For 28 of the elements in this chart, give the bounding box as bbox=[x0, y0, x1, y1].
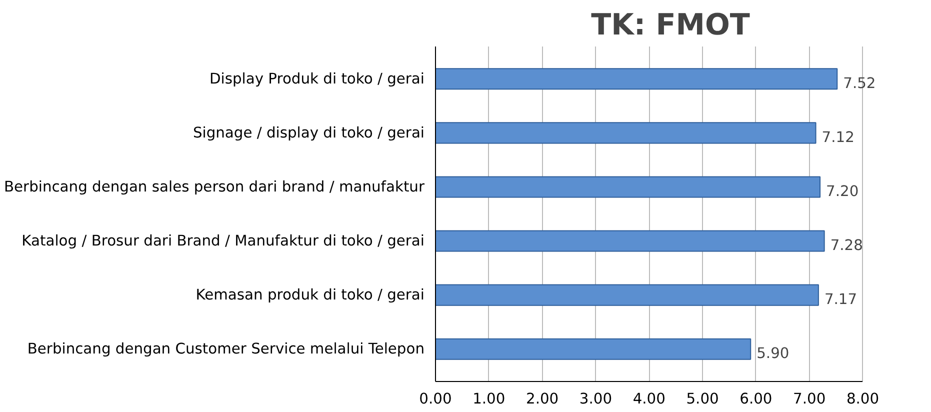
data-label: 7.28 bbox=[830, 237, 863, 254]
bar bbox=[436, 176, 821, 198]
y-tick-label: Berbincang dengan sales person dari brand / manufaktur bbox=[4, 178, 426, 196]
y-tick-label: Kemasan produk di toko / gerai bbox=[196, 286, 425, 304]
y-tick-label: Signage / display di toko / gerai bbox=[192, 124, 425, 142]
x-tick-label: 4.00 bbox=[632, 390, 666, 408]
y-tick-label: Display Produk di toko / gerai bbox=[209, 70, 425, 88]
x-tick-label: 3.00 bbox=[579, 390, 612, 408]
data-label: 7.52 bbox=[843, 74, 876, 92]
y-tick-label: Katalog / Brosur dari Brand / Manufaktur di toko / gerai bbox=[22, 232, 425, 250]
bar bbox=[436, 68, 838, 90]
data-label: 7.12 bbox=[822, 128, 854, 146]
bar bbox=[436, 284, 819, 306]
data-label: 7.17 bbox=[824, 291, 858, 308]
data-label: 5.90 bbox=[756, 345, 790, 362]
bar bbox=[436, 122, 816, 144]
x-tick-label: 1.00 bbox=[472, 390, 506, 408]
x-tick-label: 7.00 bbox=[793, 390, 826, 408]
x-tick-label: 6.00 bbox=[740, 390, 772, 408]
x-tick-label: 0.00 bbox=[419, 390, 452, 408]
y-tick-label: Berbincang dengan Customer Service melalui Telepon bbox=[27, 340, 425, 358]
bar bbox=[436, 230, 825, 252]
x-tick-label: 5.00 bbox=[686, 390, 719, 408]
chart-title: TK: FMOT bbox=[591, 8, 750, 42]
x-tick-label: 8.00 bbox=[846, 390, 880, 408]
data-label: 7.20 bbox=[826, 182, 859, 200]
x-tick-label: 2.00 bbox=[526, 390, 559, 408]
bar bbox=[436, 338, 752, 360]
